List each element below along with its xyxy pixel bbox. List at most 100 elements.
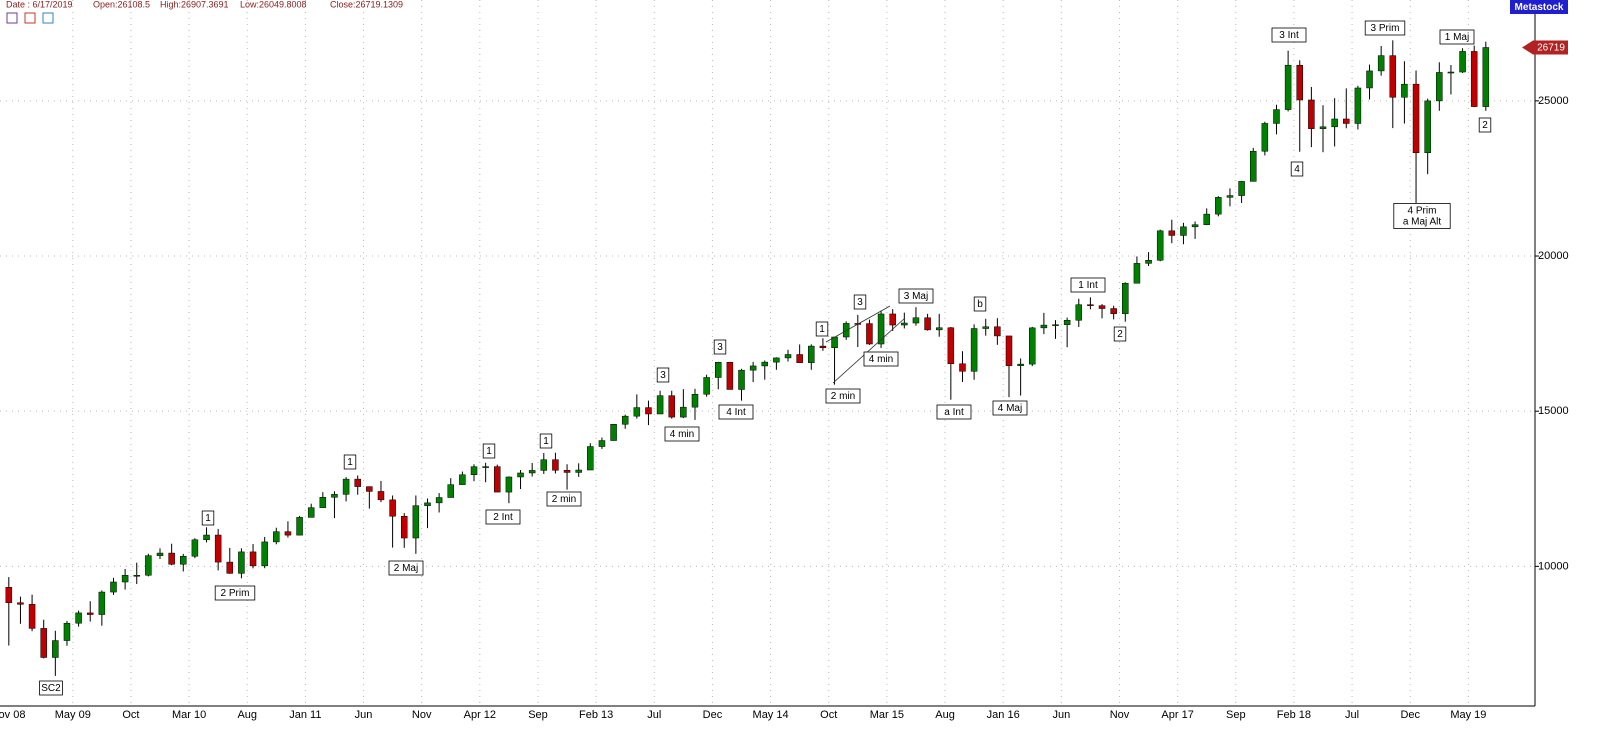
icon[interactable] (6, 12, 18, 24)
y-tick-label: 20000 (1538, 250, 1569, 262)
candle-body (563, 470, 571, 473)
candle-body (447, 484, 455, 498)
annotation: 1 (205, 513, 211, 524)
annotation-box (39, 680, 63, 696)
candle-body (901, 322, 908, 326)
annotation-box (1113, 326, 1127, 342)
last-price-tag (1522, 40, 1568, 55)
y-tick-label: 15000 (1538, 405, 1569, 417)
candle-body (1319, 126, 1327, 129)
annotation-box (1271, 27, 1307, 43)
x-tick-label: Dec (1400, 709, 1420, 721)
annotation-box (936, 404, 972, 420)
candle-body (133, 575, 140, 577)
annotation: 1 Maj (1445, 32, 1469, 43)
candle-body (877, 313, 885, 345)
x-tick-label: Jan 16 (987, 709, 1020, 721)
x-tick-label: May 19 (1450, 709, 1486, 721)
candle-body (412, 505, 420, 539)
candle-body (1412, 83, 1420, 154)
candle-body (470, 466, 478, 475)
candle-body (307, 507, 315, 518)
candle-body (970, 328, 978, 372)
candle-body (796, 354, 803, 363)
candle-body (40, 628, 47, 658)
annotation-box (1439, 29, 1475, 45)
annotation-box (482, 443, 496, 459)
x-tick-label: Jun (355, 709, 373, 721)
candle-body (621, 415, 629, 425)
candle-body (1063, 320, 1071, 325)
annotation: SC2 (41, 683, 61, 694)
grid (0, 0, 1535, 706)
candle-body (1087, 304, 1094, 306)
candle-body (1215, 197, 1222, 215)
candle-body (1459, 51, 1466, 73)
annotation: b (977, 299, 983, 310)
annotation: 4 min (670, 429, 694, 440)
x-tick-label: May 09 (55, 709, 91, 721)
annotation: 3 Prim (1371, 23, 1400, 34)
annotation-box (1070, 277, 1106, 293)
candle-body (598, 440, 606, 447)
candle-body (1075, 304, 1083, 321)
candle-body (947, 327, 955, 365)
annotation: 4 Maj (998, 403, 1022, 414)
candle-body (284, 531, 292, 536)
annotation-box (1478, 117, 1492, 133)
candle-body (98, 591, 106, 615)
candle-body (28, 604, 36, 629)
candle-body (703, 377, 710, 395)
candle-body (191, 539, 199, 557)
candle-body (1029, 327, 1036, 365)
header-low: Low:26049.8008 (240, 0, 307, 9)
header-high: High:26907.3691 (160, 0, 229, 9)
candle-body (1389, 55, 1397, 98)
annotation: 2 (1482, 120, 1488, 131)
candle-body (17, 602, 24, 605)
x-tick-label: Jul (647, 709, 661, 721)
annotation-box (992, 400, 1028, 416)
x-tick-label: Jan 11 (289, 709, 321, 721)
candle-body (749, 365, 757, 371)
annotation-box (973, 296, 987, 312)
candle-body (1482, 47, 1490, 107)
candle-body (1098, 305, 1106, 309)
candle-body (1168, 230, 1176, 236)
candle-body (1366, 70, 1373, 89)
candle-body (610, 424, 617, 441)
candle-body (959, 363, 966, 372)
candle-body (86, 612, 94, 615)
annotation-box (713, 339, 727, 355)
annotation-box (656, 367, 670, 383)
x-tick-label: Sep (528, 709, 548, 721)
annotation-box (1364, 20, 1406, 36)
candle-body (435, 497, 443, 504)
annotation: 3 (857, 297, 863, 308)
candle-body (1284, 64, 1292, 110)
annotation-box (343, 454, 357, 470)
icon[interactable] (42, 12, 54, 24)
candle-body (935, 327, 943, 331)
candle-body (1377, 55, 1385, 72)
annotation: 3 Maj (904, 291, 928, 302)
candle-body (331, 494, 338, 498)
candle-body (261, 541, 268, 567)
candle-body (319, 497, 327, 508)
annotation-box (201, 510, 215, 526)
annotation: 4 min (869, 354, 893, 365)
toolbar-icons[interactable] (6, 12, 54, 24)
candle-body (366, 486, 373, 492)
candle-body (63, 622, 71, 641)
annotation: 2 Maj (394, 563, 418, 574)
candle-body (238, 551, 245, 574)
annotation-box (546, 491, 582, 507)
candle-body (1249, 150, 1257, 182)
candle-body (912, 317, 920, 324)
candle-body (714, 361, 722, 378)
x-tick-label: Jul (1345, 709, 1359, 721)
candle-body (1005, 335, 1013, 366)
brand: Metastock (1515, 2, 1564, 13)
candle-body (342, 478, 350, 495)
icon[interactable] (24, 12, 36, 24)
